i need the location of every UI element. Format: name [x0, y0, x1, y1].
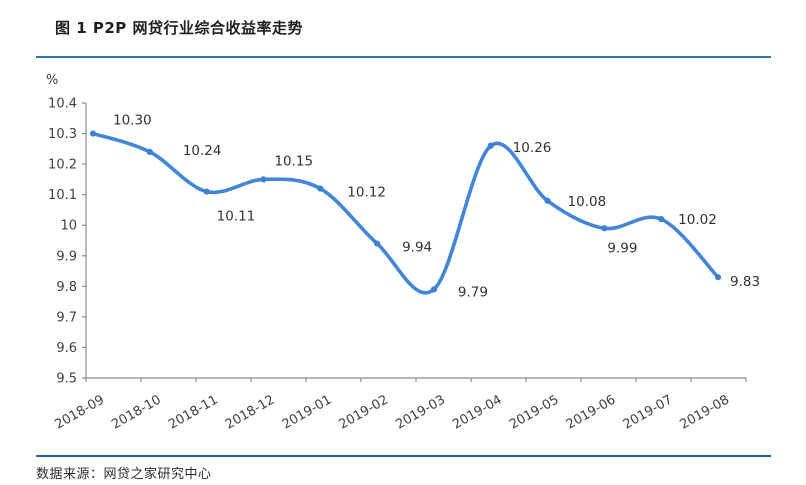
- data-label: 10.11: [217, 209, 256, 225]
- y-tick-label: 9.8: [56, 280, 77, 295]
- y-axis-unit-label: %: [46, 73, 58, 88]
- y-tick-label: 9.9: [56, 249, 77, 264]
- x-tick-label: 2019-03: [393, 392, 448, 432]
- data-label: 10.02: [678, 212, 717, 228]
- x-tick-label: 2019-06: [564, 392, 619, 432]
- data-point: [260, 176, 267, 183]
- y-tick-label: 10: [60, 219, 77, 234]
- data-label: 9.99: [607, 240, 637, 256]
- y-tick-label: 10.4: [48, 97, 77, 112]
- x-tick-label: 2019-05: [507, 392, 562, 432]
- data-point: [544, 197, 551, 204]
- y-tick-label: 10.2: [48, 158, 77, 173]
- data-point: [658, 216, 665, 223]
- x-tick-label: 2018-11: [166, 392, 221, 432]
- data-source: 数据来源：网贷之家研究中心: [36, 467, 212, 482]
- x-tick-label: 2019-02: [337, 392, 392, 432]
- data-label: 10.12: [347, 185, 386, 201]
- data-point: [146, 148, 153, 155]
- data-point: [487, 142, 494, 149]
- footer-divider: [36, 455, 771, 457]
- x-tick-label: 2018-10: [109, 392, 164, 432]
- x-tick-label: 2019-07: [621, 392, 676, 432]
- data-point: [373, 240, 381, 247]
- data-point: [601, 225, 608, 232]
- y-tick-label: 9.7: [56, 310, 77, 325]
- y-tick-label: 9.6: [56, 341, 77, 356]
- y-tick-label: 10.3: [48, 127, 77, 142]
- y-tick-label: 10.1: [48, 188, 77, 203]
- title-divider: [36, 56, 771, 58]
- x-tick-label: 2018-09: [52, 392, 107, 432]
- figure-title: 图 1 P2P 网贷行业综合收益率走势: [55, 19, 304, 37]
- data-label: 10.15: [274, 153, 313, 169]
- x-tick-label: 2019-01: [280, 392, 335, 432]
- data-label: 10.08: [568, 194, 607, 210]
- data-label: 10.24: [183, 143, 222, 159]
- data-point: [89, 130, 97, 137]
- data-point: [203, 188, 210, 195]
- data-label: 9.94: [402, 240, 432, 256]
- data-label: 10.26: [513, 140, 552, 156]
- data-point: [714, 274, 722, 281]
- data-label: 10.30: [113, 113, 152, 129]
- data-point: [317, 185, 324, 192]
- data-point: [430, 286, 438, 293]
- x-tick-label: 2019-08: [677, 392, 732, 432]
- y-tick-label: 9.5: [56, 372, 77, 387]
- data-label: 9.79: [458, 284, 488, 300]
- data-label: 9.83: [730, 274, 760, 290]
- x-tick-label: 2018-12: [223, 392, 278, 432]
- x-tick-label: 2019-04: [450, 392, 505, 432]
